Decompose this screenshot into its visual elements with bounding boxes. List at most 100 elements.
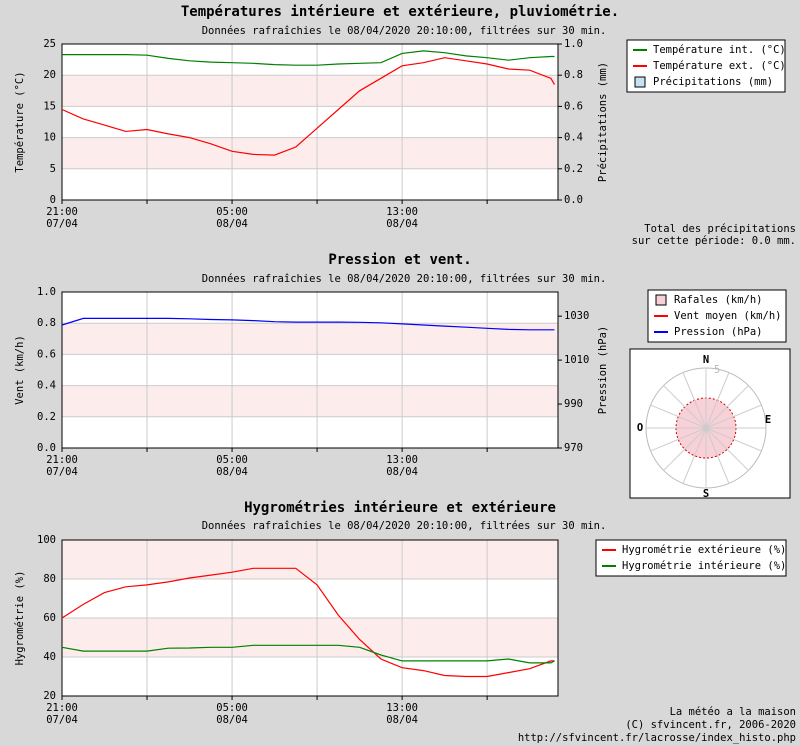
- x-tick-date: 07/04: [46, 466, 78, 478]
- rose-spoke: [663, 427, 707, 471]
- rose-spoke: [682, 427, 707, 484]
- x-tick-date: 08/04: [386, 466, 418, 478]
- y2-tick-label: 1.0: [564, 38, 583, 50]
- x-tick-date: 08/04: [216, 714, 248, 726]
- rose-spoke: [705, 404, 762, 429]
- rose-dir: O: [637, 422, 643, 434]
- legend-label: Rafales (km/h): [674, 294, 763, 306]
- y-axis-label: Hygrométrie (%): [14, 571, 26, 666]
- series-line: [61, 317, 555, 331]
- x-tick-label: 05:00: [216, 702, 248, 714]
- y2-axis-label: Pression (hPa): [597, 326, 609, 415]
- rose-spoke: [663, 385, 707, 429]
- band: [62, 540, 558, 579]
- legend-box: [595, 539, 787, 577]
- y-tick-label: 0.2: [37, 411, 56, 423]
- series-line: [61, 567, 555, 678]
- chart-title: Hygrométries intérieure et extérieure: [244, 500, 556, 516]
- rose-spoke: [705, 385, 749, 429]
- legend-label: Pression (hPa): [674, 326, 763, 338]
- band: [62, 385, 558, 417]
- x-tick-label: 21:00: [46, 206, 78, 218]
- y2-tick-label: 0.2: [564, 163, 583, 175]
- chart-subtitle: Données rafraîchies le 08/04/2020 20:10:…: [202, 273, 607, 285]
- precip-total: sur cette période: 0.0 mm.: [632, 235, 796, 247]
- rose-ring-label: 5: [714, 364, 720, 376]
- chart-subtitle: Données rafraîchies le 08/04/2020 20:10:…: [202, 520, 607, 532]
- legend-box: [647, 289, 787, 343]
- y2-tick-label: 1010: [564, 354, 589, 366]
- plot-frame: [61, 291, 559, 449]
- precip-total: Total des précipitations: [644, 223, 796, 235]
- y2-tick-label: 0.0: [564, 194, 583, 206]
- series-line: [61, 644, 555, 664]
- rose-spoke: [650, 404, 707, 429]
- x-tick-label: 13:00: [386, 454, 418, 466]
- legend-label: Vent moyen (km/h): [674, 310, 781, 322]
- series-line: [62, 50, 555, 66]
- plot-area: [62, 292, 558, 448]
- x-tick-date: 07/04: [46, 218, 78, 230]
- legend-swatch: [655, 294, 667, 306]
- chart-title: Pression et vent.: [328, 252, 471, 268]
- x-tick-date: 08/04: [386, 714, 418, 726]
- y-tick-label: 20: [43, 69, 56, 81]
- y2-axis-label: Précipitations (mm): [597, 62, 609, 182]
- rose-spoke: [682, 372, 707, 429]
- band: [62, 323, 558, 355]
- legend-label: Précipitations (mm): [653, 76, 773, 88]
- y2-tick-label: 0.6: [564, 100, 583, 112]
- y-tick-label: 0.8: [37, 317, 56, 329]
- x-tick-label: 21:00: [46, 454, 78, 466]
- y-tick-label: 0.4: [37, 380, 56, 392]
- band: [62, 75, 558, 107]
- y2-tick-label: 990: [564, 398, 583, 410]
- x-tick-date: 08/04: [386, 218, 418, 230]
- y-tick-label: 100: [37, 534, 56, 546]
- x-tick-label: 05:00: [216, 454, 248, 466]
- y-axis-label: Vent (km/h): [14, 335, 26, 405]
- x-tick-label: 13:00: [386, 702, 418, 714]
- legend-label: Température ext. (°C): [653, 60, 786, 72]
- y2-tick-label: 0.4: [564, 132, 583, 144]
- y-tick-label: 0: [50, 194, 56, 206]
- y-tick-label: 0.6: [37, 348, 56, 360]
- y2-tick-label: 1030: [564, 310, 589, 322]
- y2-tick-label: 0.8: [564, 69, 583, 81]
- x-tick-label: 05:00: [216, 206, 248, 218]
- y-tick-label: 20: [43, 690, 56, 702]
- chart-subtitle: Données rafraîchies le 08/04/2020 20:10:…: [202, 25, 607, 37]
- legend-swatch: [634, 76, 646, 88]
- y-tick-label: 80: [43, 573, 56, 585]
- footer: La météo a la maison: [670, 706, 796, 718]
- chart-title: Températures intérieure et extérieure, p…: [181, 4, 619, 20]
- x-tick-date: 08/04: [216, 466, 248, 478]
- legend-label: Hygrométrie intérieure (%): [622, 560, 786, 572]
- y-tick-label: 25: [43, 38, 56, 50]
- y-tick-label: 1.0: [37, 286, 56, 298]
- x-tick-date: 07/04: [46, 714, 78, 726]
- rose-spoke: [705, 427, 762, 452]
- rose-spoke: [650, 427, 707, 452]
- rose-spokes: [646, 368, 766, 488]
- footer: http://sfvincent.fr/lacrosse/index_histo…: [518, 732, 796, 744]
- y-tick-label: 40: [43, 651, 56, 663]
- rose-spoke: [705, 372, 730, 429]
- y-tick-label: 5: [50, 163, 56, 175]
- legend-box: [626, 39, 786, 93]
- rose-dir: N: [703, 354, 709, 366]
- y-tick-label: 0.0: [37, 442, 56, 454]
- x-tick-date: 08/04: [216, 218, 248, 230]
- y2-tick-label: 970: [564, 442, 583, 454]
- footer: (C) sfvincent.fr, 2006-2020: [625, 719, 796, 731]
- plot-frame: [61, 43, 559, 201]
- rose-spoke: [705, 427, 730, 484]
- y-axis-label: Température (°C): [14, 71, 26, 172]
- wind-rose: N E S O 5: [629, 348, 791, 500]
- series-line: [61, 57, 556, 156]
- legend-label: Hygrométrie extérieure (%): [622, 544, 786, 556]
- rose-spoke: [705, 427, 749, 471]
- rose-dir: S: [703, 488, 709, 500]
